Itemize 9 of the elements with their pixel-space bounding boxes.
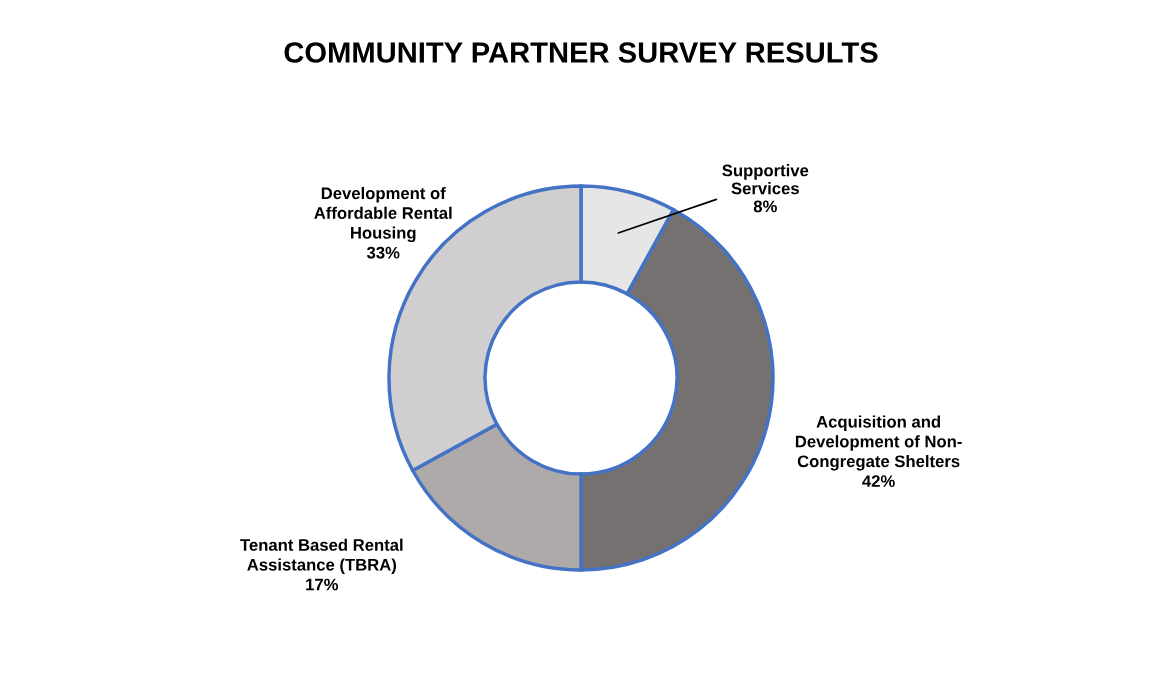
slice-label: Supportive Services — [722, 164, 809, 195]
slice-label: Acquisition and Development of Non- Congregate Shelters — [795, 415, 962, 471]
data-label: 17% — [306, 578, 339, 591]
slice-label: Development of Affordable Rental Housing — [314, 186, 452, 243]
data-label: 8% — [753, 200, 777, 213]
data-label: 33% — [366, 246, 400, 259]
chart-title: COMMUNITY PARTNER SURVEY RESULTS — [284, 42, 878, 63]
slice-label: Tenant Based Rental Assistance (TBRA) — [240, 538, 403, 574]
data-label: 42% — [862, 475, 895, 487]
